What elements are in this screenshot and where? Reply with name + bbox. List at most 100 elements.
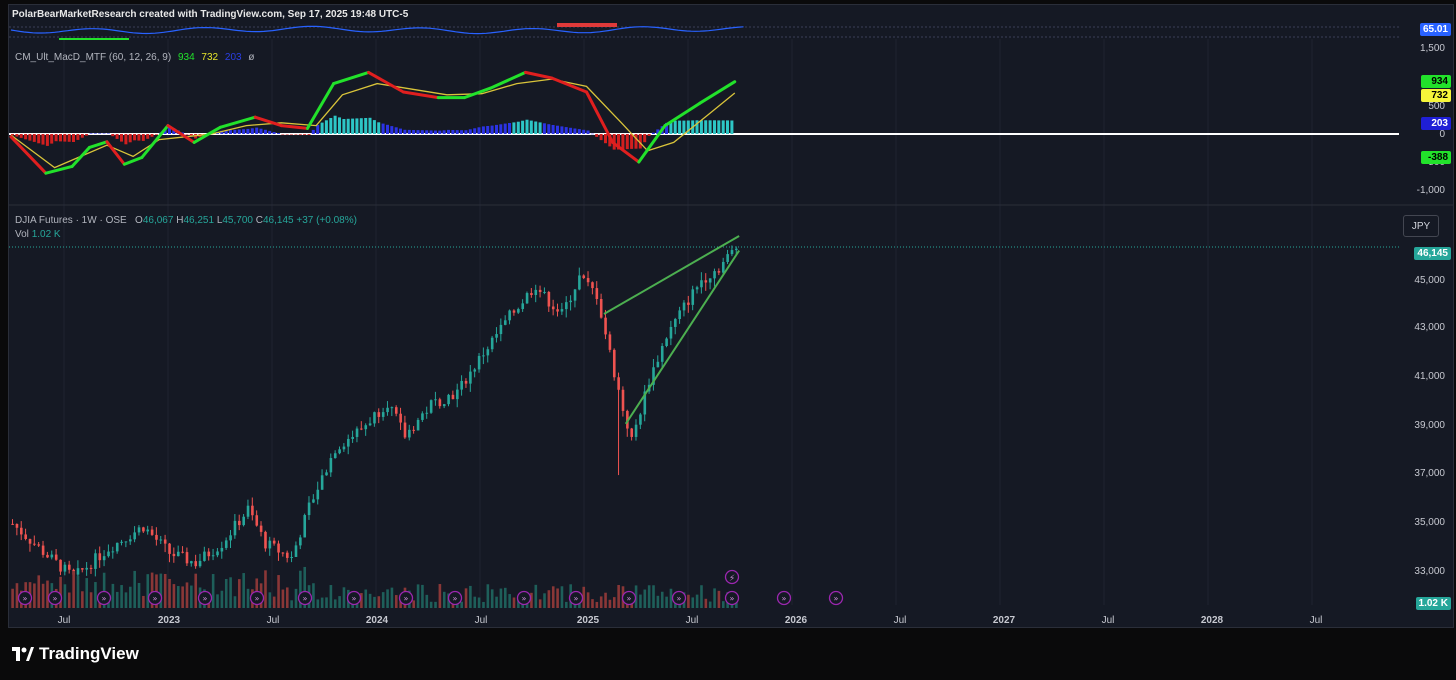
macd-histogram-bar	[407, 129, 411, 134]
rsi-line	[10, 25, 744, 35]
price-axis-37000: 37,000	[1414, 468, 1445, 479]
candle-body	[643, 391, 647, 415]
volume-legend[interactable]: Vol 1.02 K	[15, 229, 61, 240]
macd-histogram-bar	[93, 133, 97, 134]
macd-histogram-bar	[464, 130, 468, 134]
candle-body	[50, 554, 54, 558]
macd-line-segment	[367, 70, 405, 94]
volume-bar	[438, 584, 442, 608]
macd-histogram-bar	[242, 129, 246, 134]
volume-bar	[76, 575, 80, 608]
volume-bar	[639, 594, 642, 608]
candle-body	[155, 534, 158, 540]
volume-bar	[111, 583, 115, 608]
rsi-overbought-marker	[557, 23, 617, 27]
candle-body	[172, 553, 176, 557]
macd-histogram-bar	[730, 120, 734, 134]
macd-tag: 934	[1421, 75, 1451, 88]
xaxis-label: 2024	[365, 615, 389, 626]
macd-histogram-bar	[346, 118, 350, 134]
macd-histogram-bar	[324, 120, 328, 134]
volume-bar	[464, 588, 468, 608]
volume-bar	[735, 599, 738, 608]
macd-histogram-bar	[455, 130, 459, 134]
volume-bar	[150, 572, 154, 608]
volume-bar	[33, 583, 36, 608]
symbol-legend[interactable]: DJIA Futures · 1W · OSE O46,067 H46,251 …	[15, 215, 357, 226]
macd-histogram-bar	[224, 130, 228, 134]
candle-body	[137, 527, 141, 533]
candle-body	[687, 302, 690, 305]
macd-histogram-bar	[111, 134, 115, 137]
volume-bar	[11, 588, 14, 608]
candle-body	[368, 423, 372, 426]
macd-line-segment	[550, 76, 589, 94]
macd-negative-tag: -388	[1421, 151, 1451, 164]
candle-body	[416, 419, 420, 431]
candle-body	[54, 554, 58, 560]
macd-histogram-bar	[625, 134, 629, 150]
xaxis-label: Jul	[685, 615, 699, 626]
macd-histogram-bar	[516, 121, 520, 134]
chart-area[interactable]: » » » » » » » » » » » » » » » » » ⚡ PolarBearMarketResear…	[8, 4, 1454, 628]
rsi-oversold-marker	[59, 38, 129, 40]
volume-bar	[617, 584, 620, 608]
macd-line-segment	[637, 124, 667, 164]
volume-bar	[159, 573, 163, 608]
macd-histogram-bar	[508, 123, 511, 134]
signal-value: 732	[201, 52, 219, 63]
macd-histogram-bar	[586, 130, 590, 134]
candle-body	[211, 555, 215, 557]
candle-body	[735, 248, 738, 251]
signal-tag: 732	[1421, 89, 1451, 102]
volume-bar	[713, 588, 716, 608]
macd-histogram-bar	[128, 134, 132, 143]
candle-body	[421, 413, 424, 420]
candle-body	[150, 529, 154, 535]
macd-value: 934	[177, 52, 195, 63]
volume-bar	[133, 570, 136, 608]
macd-histogram-bar	[359, 118, 363, 134]
macd-histogram-bar	[547, 124, 551, 134]
volume-bar	[434, 601, 437, 608]
macd-histogram-bar	[717, 120, 721, 134]
candle-body	[508, 310, 511, 321]
macd-histogram-bar	[351, 118, 355, 134]
volume-bar	[373, 596, 376, 608]
macd-histogram-bar	[442, 130, 446, 134]
chart-canvas[interactable]: » » » » » » » » » » » » » » » » » ⚡	[9, 5, 1454, 628]
macd-histogram-bar	[608, 134, 612, 147]
macd-legend[interactable]: CM_Ult_MacD_MTF (60, 12, 26, 9) 934 732 …	[15, 52, 254, 63]
macd-histogram-bar	[54, 134, 58, 142]
macd-histogram-bar	[438, 130, 442, 134]
macd-histogram-bar	[372, 120, 376, 134]
macd-histogram-bar	[569, 127, 573, 134]
candle-body	[578, 275, 581, 290]
volume-bar	[565, 601, 568, 608]
candle-body	[320, 475, 324, 490]
candle-body	[460, 380, 463, 390]
macd-histogram-bar	[560, 126, 564, 134]
macd-histogram-bar	[403, 129, 407, 134]
volume-bar	[495, 596, 498, 608]
volume-bar	[168, 578, 171, 608]
candle-body	[277, 543, 280, 553]
candle-body	[20, 527, 23, 535]
macd-histogram-bar	[433, 130, 437, 134]
candle-body	[565, 302, 568, 310]
volume-bar	[556, 588, 559, 608]
candle-body	[547, 291, 551, 307]
volume-bar	[264, 570, 267, 608]
candle-body	[708, 278, 712, 283]
volume-bar	[338, 596, 341, 608]
macd-histogram-bar	[277, 133, 280, 134]
volume-bar	[238, 579, 241, 608]
currency-button[interactable]: JPY	[1403, 215, 1439, 237]
candle-body	[220, 547, 224, 552]
macd-histogram-bar	[381, 123, 385, 134]
macd-histogram-bar	[120, 134, 123, 142]
candle-body	[512, 310, 516, 313]
candle-body	[612, 349, 616, 378]
candle-body	[194, 561, 198, 567]
candle-body	[721, 261, 725, 273]
